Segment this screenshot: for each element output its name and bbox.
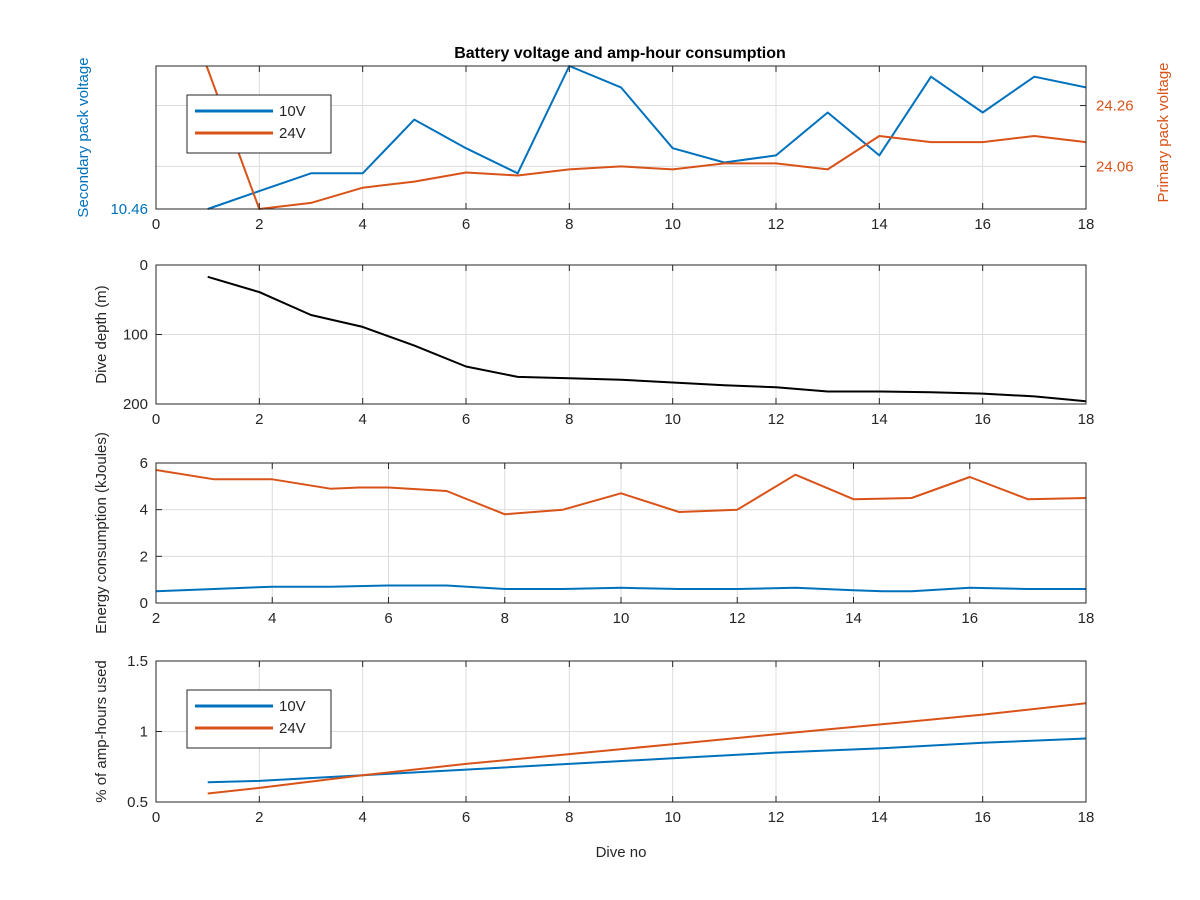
y-tick-label: 2	[140, 548, 148, 565]
x-tick-label: 14	[871, 216, 888, 233]
x-tick-label: 18	[1078, 610, 1095, 627]
x-tick-label: 12	[768, 411, 785, 428]
axes-voltage: 0 2 4 6 8 10 12 14 16 18 10.46 24.06 24.26 Secondary …	[75, 57, 1172, 233]
series-line-energy-1	[156, 584, 1086, 593]
y-tick-label: 0	[140, 595, 148, 612]
x-tick-label: 18	[1078, 809, 1095, 826]
axes-depth: 0 2 4 6 8 10 12 14 16 18 0 100 200 Dive depth (m)	[93, 257, 1094, 428]
series-line-energy-0	[156, 469, 1086, 516]
figure-title: Battery voltage and amp-hour consumption	[454, 45, 786, 62]
x-tick-label: 14	[871, 809, 888, 826]
yr-tick-label: 24.06	[1096, 158, 1134, 175]
series-line-amphours-24V	[207, 702, 1086, 795]
x-tick-label: 8	[565, 216, 573, 233]
y-tick-label: 10.46	[110, 201, 148, 218]
series-line-voltage-24V	[205, 65, 1086, 210]
y-tick-label: 6	[140, 455, 148, 472]
x-tick-label: 8	[565, 809, 573, 826]
series-line-voltage-10V	[207, 65, 1086, 210]
y-axis-label: Dive depth (m)	[93, 285, 110, 383]
legend-label-10V: 10V	[279, 103, 306, 120]
x-tick-label: 4	[358, 216, 366, 233]
y-axis-label: % of amp-hours used	[93, 660, 110, 803]
x-tick-label: 4	[358, 809, 366, 826]
x-tick-label: 0	[152, 216, 160, 233]
x-tick-label: 12	[768, 809, 785, 826]
legend-label-24V: 24V	[279, 125, 306, 142]
y-axis-label-right: Primary pack voltage	[1155, 62, 1172, 202]
axes-amphours: 0 2 4 6 8 10 12 14 16 18 0.5 1 1.5 % of amp-hours use…	[93, 653, 1094, 861]
x-tick-label: 2	[255, 216, 263, 233]
x-tick-label: 10	[664, 411, 681, 428]
x-tick-label: 8	[565, 411, 573, 428]
y-tick-label: 4	[140, 502, 148, 519]
y-tick-label: 0.5	[127, 794, 148, 811]
x-tick-label: 4	[268, 610, 276, 627]
x-axis-label: Dive no	[596, 844, 647, 861]
x-tick-label: 8	[501, 610, 509, 627]
x-tick-label: 4	[358, 411, 366, 428]
x-tick-label: 16	[974, 216, 991, 233]
legend-label-10V: 10V	[279, 698, 306, 715]
x-tick-label: 10	[664, 809, 681, 826]
x-tick-label: 18	[1078, 216, 1095, 233]
x-tick-label: 14	[845, 610, 862, 627]
x-tick-label: 10	[613, 610, 630, 627]
x-tick-label: 2	[255, 411, 263, 428]
x-tick-label: 0	[152, 411, 160, 428]
series-line-depth-0	[207, 275, 1086, 403]
x-tick-label: 14	[871, 411, 888, 428]
y-tick-label: 200	[123, 396, 148, 413]
x-tick-label: 16	[961, 610, 978, 627]
x-tick-label: 10	[664, 216, 681, 233]
y-axis-label: Secondary pack voltage	[75, 57, 92, 217]
x-tick-label: 12	[729, 610, 746, 627]
x-tick-label: 6	[462, 411, 470, 428]
x-tick-label: 6	[384, 610, 392, 627]
x-tick-label: 6	[462, 809, 470, 826]
legend	[186, 689, 332, 749]
x-tick-label: 12	[768, 216, 785, 233]
x-tick-label: 0	[152, 809, 160, 826]
legend-label-24V: 24V	[279, 720, 306, 737]
x-tick-label: 16	[974, 411, 991, 428]
legend	[186, 94, 332, 154]
y-axis-label: Energy consumption (kJoules)	[93, 432, 110, 634]
yr-tick-label: 24.26	[1096, 98, 1134, 115]
axes-frame	[155, 65, 1087, 210]
series-line-amphours-10V	[207, 737, 1086, 784]
x-tick-label: 16	[974, 809, 991, 826]
x-tick-label: 2	[152, 610, 160, 627]
y-tick-label: 100	[123, 327, 148, 344]
x-tick-label: 6	[462, 216, 470, 233]
y-tick-label: 1	[140, 724, 148, 741]
y-tick-label: 1.5	[127, 653, 148, 670]
x-tick-label: 2	[255, 809, 263, 826]
y-tick-label: 0	[140, 257, 148, 274]
x-tick-label: 18	[1078, 411, 1095, 428]
